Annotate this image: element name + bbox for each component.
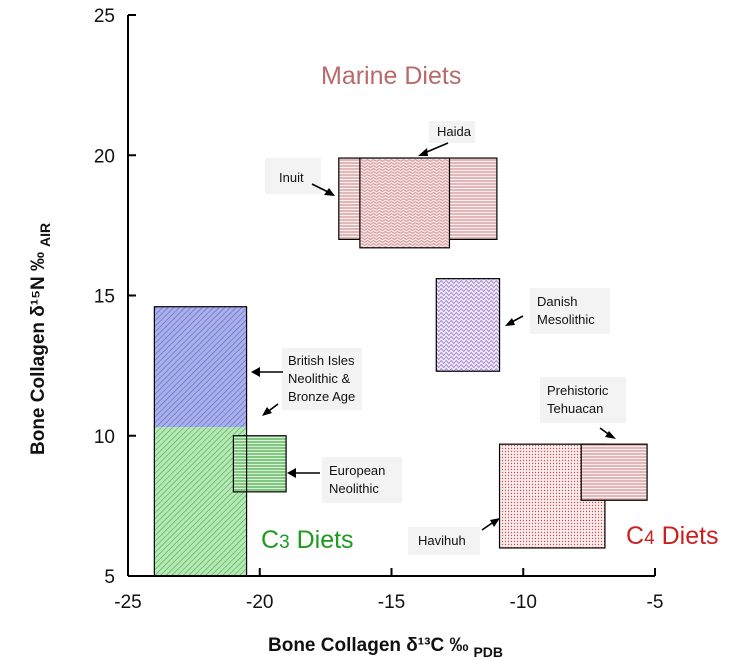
svg-text:Neolithic: Neolithic bbox=[329, 481, 379, 496]
label-european-neolithic: European Neolithic bbox=[322, 457, 402, 503]
box-european-neolithic bbox=[232, 435, 287, 493]
box-british-isles-green bbox=[154, 427, 247, 576]
y-tick-label: 10 bbox=[94, 427, 115, 448]
svg-text:Havihuh: Havihuh bbox=[418, 533, 466, 548]
arrowhead-haida bbox=[418, 148, 428, 156]
x-axis-title: Bone Collagen δ¹³C ‰ PDB bbox=[268, 635, 503, 660]
x-axis-subscript: PDB bbox=[473, 644, 503, 660]
arrowhead-british-2 bbox=[262, 407, 272, 416]
svg-text:Haida: Haida bbox=[437, 124, 472, 139]
label-danish-mesolithic: Danish Mesolithic bbox=[530, 288, 610, 334]
box-british-isles-blue bbox=[154, 306, 247, 428]
box-haida bbox=[359, 157, 451, 249]
label-prehistoric-tehuacan: Prehistoric Tehuacan bbox=[540, 377, 626, 423]
arrowhead-european bbox=[287, 468, 296, 478]
label-havihuh: Havihuh bbox=[408, 527, 480, 555]
label-british-isles: British Isles Neolithic & Bronze Age bbox=[282, 348, 362, 410]
y-axis-title: Bone Collagen δ¹⁵N ‰AIR bbox=[28, 223, 53, 455]
svg-text:Prehistoric: Prehistoric bbox=[547, 383, 609, 398]
svg-text:Inuit: Inuit bbox=[279, 170, 304, 185]
region-label-c4: C4 Diets bbox=[626, 522, 719, 550]
svg-text:Neolithic &: Neolithic & bbox=[288, 371, 350, 386]
y-tick-label: 15 bbox=[94, 287, 115, 308]
svg-text:Tehuacan: Tehuacan bbox=[547, 401, 603, 416]
arrowhead-tehuacan bbox=[605, 431, 616, 439]
x-tick-label: -25 bbox=[114, 592, 141, 613]
x-tick-label: -20 bbox=[246, 592, 273, 613]
svg-text:Danish: Danish bbox=[537, 294, 577, 309]
svg-text:European: European bbox=[329, 463, 385, 478]
box-danish-mesolithic bbox=[435, 278, 501, 372]
y-tick-label: 5 bbox=[104, 567, 115, 588]
axis-ticks: -25 -20 -15 -10 -5 5 10 15 20 25 bbox=[94, 6, 664, 613]
arrowhead-inuit bbox=[324, 188, 335, 196]
label-haida: Haida bbox=[429, 121, 475, 143]
arrowhead-havihuh bbox=[490, 518, 500, 527]
y-axis-subscript: AIR bbox=[37, 223, 53, 247]
svg-text:Mesolithic: Mesolithic bbox=[537, 312, 595, 327]
x-tick-label: -10 bbox=[510, 592, 537, 613]
box-prehistoric-tehuacan bbox=[580, 443, 648, 501]
x-tick-label: -15 bbox=[378, 592, 405, 613]
y-tick-label: 20 bbox=[94, 146, 115, 167]
y-tick-label: 25 bbox=[94, 6, 115, 27]
x-tick-label: -5 bbox=[647, 592, 664, 613]
svg-text:Bronze Age: Bronze Age bbox=[288, 389, 355, 404]
region-label-marine: Marine Diets bbox=[321, 62, 461, 90]
data-boxes bbox=[153, 157, 648, 577]
arrowhead-british-1 bbox=[251, 367, 260, 377]
region-label-c3: C3 Diets bbox=[261, 526, 354, 554]
label-inuit: Inuit bbox=[265, 158, 321, 194]
arrowhead-danish bbox=[505, 318, 515, 326]
svg-text:British Isles: British Isles bbox=[288, 353, 355, 368]
annotation-arrows bbox=[251, 142, 616, 531]
